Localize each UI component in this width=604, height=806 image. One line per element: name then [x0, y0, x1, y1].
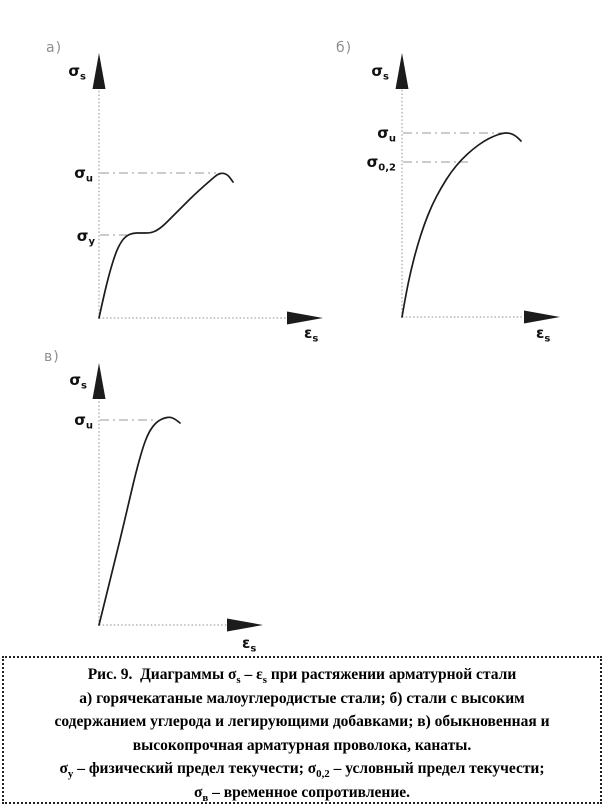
guide-label-sigma-u: σu: [377, 124, 396, 145]
panel-label-a: а): [46, 40, 62, 56]
guide-label-sigma-u: σu: [74, 411, 93, 432]
guide-label-sigma-y: σy: [77, 227, 96, 248]
caption-line-6: σв – временное сопротивление.: [193, 783, 411, 804]
y-axis-arrowhead-icon: [92, 53, 106, 89]
x-axis-arrowhead-icon: [227, 618, 263, 632]
chart-v: σu σs εs в): [44, 349, 263, 655]
stress-strain-curve-a: [98, 172, 234, 319]
caption-line-4: высокопрочная арматурная проволока, кана…: [132, 736, 472, 754]
guide-label-sigma-0-2: σ0,2: [367, 153, 396, 174]
y-axis-label: σs: [371, 62, 389, 83]
stress-strain-curve-v: [98, 416, 181, 626]
figure-title: Рис. 9. Диаграммы σs – εs при растяжении…: [87, 666, 517, 687]
x-axis-label: εs: [304, 324, 318, 345]
stress-strain-diagrams: σu σy σs εs а) σu σ0,2 σs εs б) σu σs εs в): [44, 40, 560, 655]
chart-a: σu σy σs εs а): [46, 40, 323, 345]
panel-label-v: в): [44, 349, 60, 365]
chart-b: σu σ0,2 σs εs б): [336, 40, 560, 345]
guide-label-sigma-u: σu: [74, 164, 93, 185]
y-axis-label: σs: [69, 371, 87, 392]
x-axis-label: εs: [536, 324, 550, 345]
y-axis-arrowhead-icon: [395, 53, 409, 89]
caption-line-5: σу – физический предел текучести; σ0,2 –…: [59, 760, 545, 781]
x-axis-arrowhead-icon: [524, 310, 560, 324]
caption-line-2: а) горячекатаные малоуглеродистые стали;…: [79, 689, 525, 707]
panel-label-b: б): [336, 40, 352, 56]
x-axis-arrowhead-icon: [287, 311, 323, 325]
y-axis-label: σs: [68, 62, 86, 83]
y-axis-arrowhead-icon: [92, 363, 106, 399]
stress-strain-curve-b: [401, 132, 522, 318]
figure-caption: Рис. 9. Диаграммы σs – εs при растяжении…: [2, 656, 602, 804]
x-axis-label: εs: [242, 634, 256, 655]
caption-line-3: содержанием углерода и легирующими добав…: [54, 713, 550, 730]
